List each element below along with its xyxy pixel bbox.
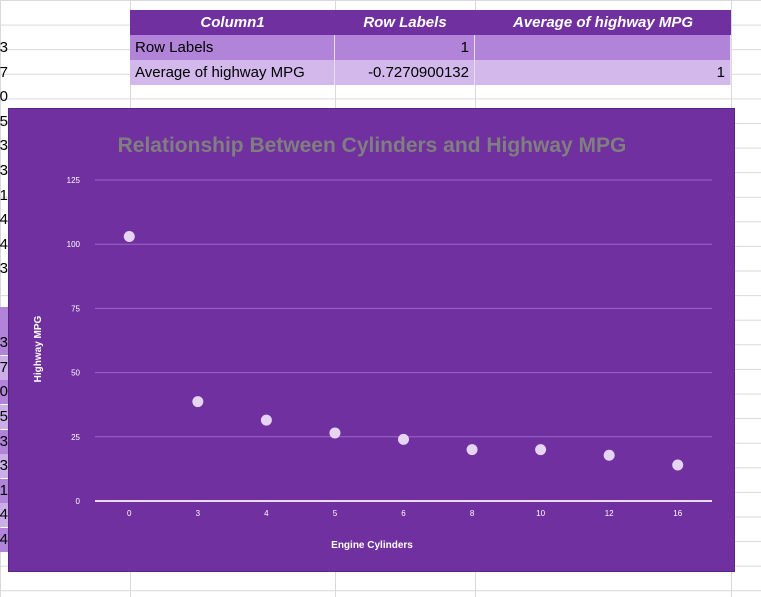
pivot-header-cell[interactable]: Column1 bbox=[200, 14, 265, 31]
clipped-cell[interactable]: 3 bbox=[0, 260, 8, 278]
x-tick-label: 5 bbox=[333, 509, 338, 518]
pivot-cell[interactable]: 1 bbox=[335, 35, 475, 60]
pivot-row: Row Labels 1 bbox=[130, 35, 731, 60]
y-tick-label: 25 bbox=[71, 433, 80, 442]
scatter-chart[interactable]: Relationship Between Cylinders and Highw… bbox=[8, 108, 735, 572]
clipped-cell[interactable]: 3 bbox=[0, 39, 8, 56]
data-point[interactable] bbox=[535, 444, 547, 456]
pivot-cell[interactable]: -0.7270900132 bbox=[335, 60, 475, 85]
gridlines bbox=[95, 179, 712, 502]
clipped-cell[interactable]: 7 bbox=[0, 63, 8, 81]
clipped-cell[interactable]: 4 bbox=[0, 528, 10, 552]
clipped-cell[interactable]: 3 bbox=[0, 429, 10, 454]
x-tick-label: 12 bbox=[605, 509, 614, 518]
x-tick-label: 0 bbox=[127, 509, 132, 518]
clipped-cell[interactable]: 3 bbox=[0, 331, 10, 356]
clipped-cell[interactable]: 0 bbox=[0, 380, 10, 405]
pivot-cell[interactable]: Average of highway MPG bbox=[130, 60, 335, 85]
clipped-cell[interactable]: 3 bbox=[0, 162, 8, 179]
data-point[interactable] bbox=[466, 444, 478, 456]
clipped-cell[interactable]: 4 bbox=[0, 211, 8, 229]
clipped-cell[interactable]: 1 bbox=[0, 186, 8, 204]
y-axis-label: Highway MPG bbox=[33, 315, 44, 382]
pivot-header-cell[interactable]: Row Labels bbox=[363, 14, 447, 31]
clipped-cell[interactable]: 4 bbox=[0, 235, 8, 253]
clipped-cell[interactable]: 5 bbox=[0, 112, 8, 130]
clipped-cell[interactable] bbox=[0, 306, 10, 331]
pivot-cell[interactable]: 1 bbox=[475, 60, 731, 85]
y-axis-ticks: 0 25 50 75 100 125 bbox=[67, 176, 81, 506]
pivot-header-cell[interactable]: Average of highway MPG bbox=[512, 14, 694, 31]
clipped-cell[interactable]: 3 bbox=[0, 454, 10, 479]
y-tick-label: 50 bbox=[71, 369, 80, 378]
clipped-cell[interactable]: 5 bbox=[0, 405, 10, 429]
data-point[interactable] bbox=[398, 433, 409, 445]
pivot-cell[interactable] bbox=[475, 35, 731, 60]
x-tick-label: 8 bbox=[470, 509, 475, 518]
y-tick-label: 75 bbox=[71, 304, 80, 313]
clipped-cell[interactable]: 3 bbox=[0, 137, 8, 155]
x-tick-label: 3 bbox=[196, 509, 201, 518]
data-point[interactable] bbox=[603, 449, 615, 461]
pivot-row: Average of highway MPG -0.7270900132 1 bbox=[130, 60, 731, 85]
x-axis-label: Engine Cylinders bbox=[331, 540, 413, 551]
y-tick-label: 125 bbox=[67, 176, 81, 185]
data-point[interactable] bbox=[123, 230, 135, 242]
x-axis-ticks: 0 3 4 5 6 8 10 12 16 bbox=[127, 509, 683, 518]
y-tick-label: 0 bbox=[76, 497, 81, 506]
data-point[interactable] bbox=[192, 396, 204, 408]
data-point[interactable] bbox=[329, 427, 341, 439]
pivot-header-row: Column1 Row Labels Average of highway MP… bbox=[130, 10, 731, 35]
x-tick-label: 6 bbox=[401, 509, 406, 518]
y-tick-label: 100 bbox=[67, 240, 81, 249]
clipped-cell[interactable]: 4 bbox=[0, 503, 10, 528]
data-point[interactable] bbox=[260, 414, 272, 426]
chart-canvas: Relationship Between Cylinders and Highw… bbox=[33, 134, 712, 551]
pivot-cell[interactable]: Row Labels bbox=[130, 35, 335, 60]
chart-title: Relationship Between Cylinders and Highw… bbox=[118, 134, 627, 157]
data-point[interactable] bbox=[672, 459, 684, 471]
x-tick-label: 10 bbox=[536, 509, 545, 518]
clipped-cell[interactable]: 0 bbox=[0, 88, 8, 106]
data-points bbox=[123, 230, 684, 471]
x-tick-label: 4 bbox=[264, 509, 269, 518]
clipped-cell[interactable]: 1 bbox=[0, 478, 10, 503]
clipped-cell[interactable]: 7 bbox=[0, 355, 10, 380]
x-tick-label: 16 bbox=[673, 509, 682, 518]
